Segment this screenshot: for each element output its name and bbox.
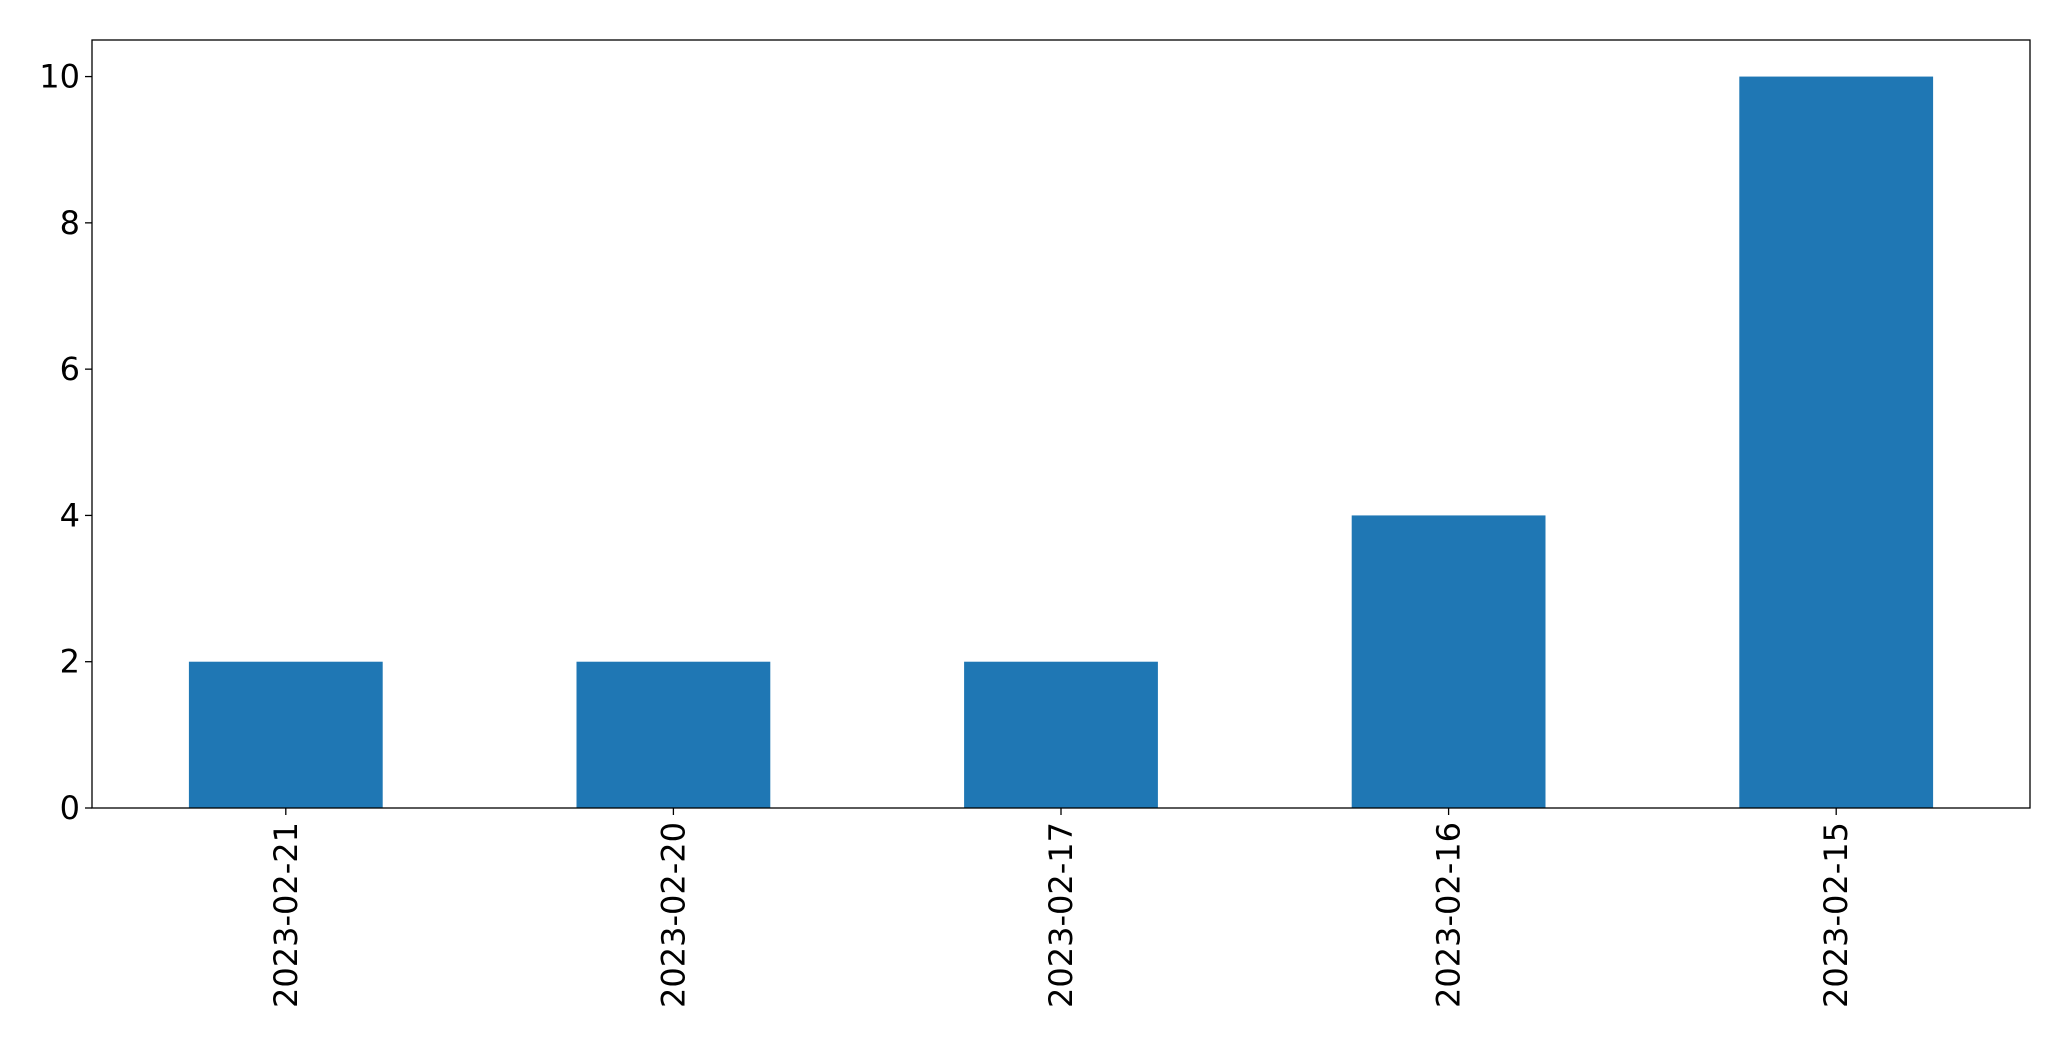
x-tick-label: 2023-02-16	[1430, 822, 1468, 1008]
y-tick-label: 2	[60, 643, 80, 681]
y-tick-label: 6	[60, 350, 80, 388]
y-tick-label: 0	[60, 789, 80, 827]
plot-frame	[91, 39, 2031, 809]
bar	[964, 661, 1158, 808]
y-tick-label: 8	[60, 204, 80, 242]
x-tick-label: 2023-02-20	[654, 822, 692, 1008]
y-tick-label: 4	[60, 496, 80, 534]
bar	[188, 661, 383, 808]
x-tick-label: 2023-02-15	[1817, 822, 1855, 1008]
x-tick-label: 2023-02-21	[267, 822, 305, 1008]
bar	[576, 661, 771, 808]
y-tick-label: 10	[39, 58, 80, 96]
bar	[1739, 76, 1934, 809]
bar	[1351, 515, 1546, 808]
x-tick-label: 2023-02-17	[1042, 822, 1080, 1008]
